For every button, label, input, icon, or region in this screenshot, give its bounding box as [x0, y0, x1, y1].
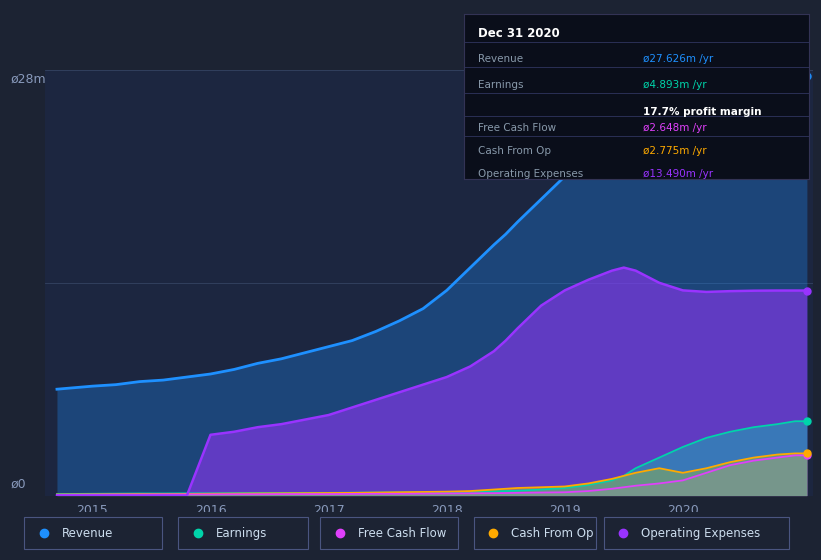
Text: Revenue: Revenue	[478, 54, 523, 64]
Text: Operating Expenses: Operating Expenses	[641, 527, 761, 540]
Text: ø0: ø0	[11, 478, 26, 491]
Text: Free Cash Flow: Free Cash Flow	[478, 123, 556, 133]
Text: Free Cash Flow: Free Cash Flow	[358, 527, 446, 540]
Text: Revenue: Revenue	[62, 527, 113, 540]
Text: 17.7% profit margin: 17.7% profit margin	[643, 106, 762, 116]
Text: Dec 31 2020: Dec 31 2020	[478, 27, 559, 40]
Text: Earnings: Earnings	[216, 527, 267, 540]
Text: ø2.775m /yr: ø2.775m /yr	[643, 146, 707, 156]
Text: ø28m: ø28m	[11, 72, 46, 85]
Text: Earnings: Earnings	[478, 80, 523, 90]
Text: ø13.490m /yr: ø13.490m /yr	[643, 169, 713, 179]
Text: ø27.626m /yr: ø27.626m /yr	[643, 54, 713, 64]
Text: ø4.893m /yr: ø4.893m /yr	[643, 80, 707, 90]
Text: Operating Expenses: Operating Expenses	[478, 169, 583, 179]
Text: ø2.648m /yr: ø2.648m /yr	[643, 123, 707, 133]
Text: Cash From Op: Cash From Op	[511, 527, 594, 540]
Text: Cash From Op: Cash From Op	[478, 146, 551, 156]
